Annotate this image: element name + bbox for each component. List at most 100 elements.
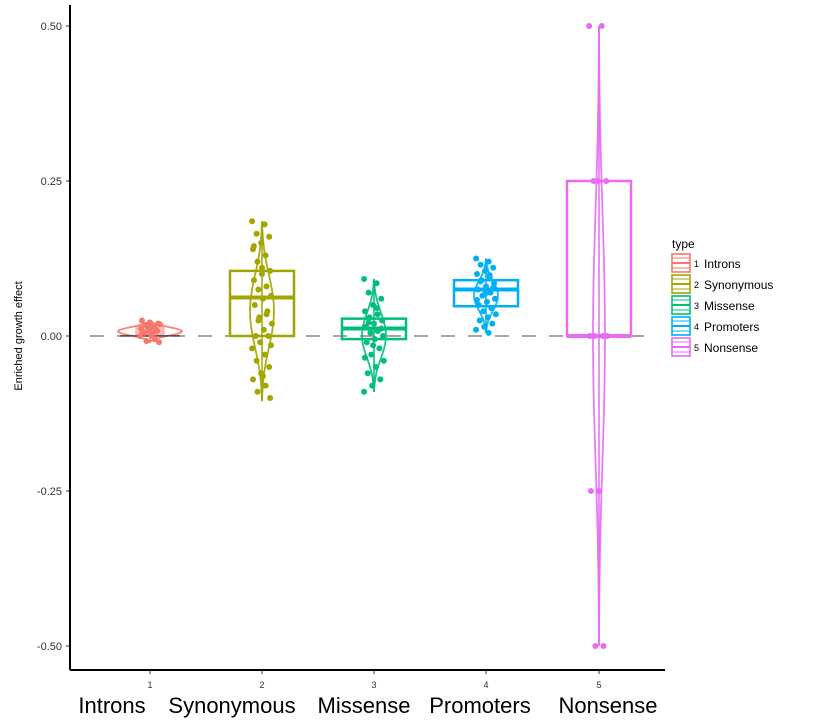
data-point	[371, 336, 378, 343]
data-point	[254, 258, 261, 265]
data-point	[255, 286, 262, 293]
data-point	[482, 290, 489, 297]
data-point	[473, 326, 480, 333]
data-point	[263, 283, 270, 290]
data-point	[263, 311, 270, 318]
data-point	[587, 488, 594, 494]
data-point	[251, 302, 258, 308]
data-point	[250, 243, 257, 250]
data-point	[254, 388, 261, 395]
legend-number: 2	[694, 280, 699, 290]
data-point	[268, 292, 274, 299]
data-point	[604, 333, 611, 339]
series-missense	[340, 275, 408, 395]
data-point	[492, 311, 499, 318]
data-point	[266, 233, 273, 240]
data-point	[485, 258, 492, 265]
data-point	[490, 284, 497, 291]
data-point	[373, 280, 380, 287]
data-point	[473, 255, 480, 262]
data-point	[599, 333, 606, 339]
data-point	[592, 643, 599, 649]
legend-label: Promoters	[704, 320, 759, 334]
legend-label: Introns	[704, 257, 741, 271]
legend-number: 1	[694, 259, 699, 269]
box	[228, 269, 296, 338]
category-label: Synonymous	[168, 693, 295, 718]
data-point	[484, 314, 491, 321]
data-point	[481, 323, 488, 330]
data-point	[485, 329, 492, 336]
data-point	[252, 333, 259, 339]
data-point	[266, 364, 273, 370]
data-point	[253, 357, 260, 364]
data-point	[483, 283, 489, 290]
y-tick-label: -0.25	[37, 486, 62, 498]
data-point	[365, 319, 372, 326]
data-point	[474, 271, 480, 277]
category-label: Missense	[318, 693, 411, 718]
data-point	[380, 333, 386, 339]
data-point	[480, 308, 487, 315]
legend-number: 5	[694, 343, 699, 353]
data-point	[591, 333, 598, 339]
data-point	[379, 317, 386, 324]
data-point	[249, 345, 256, 352]
data-point	[262, 382, 269, 389]
legend-title: type	[672, 237, 695, 251]
data-point	[138, 317, 145, 324]
data-point	[372, 364, 379, 370]
data-point	[258, 240, 265, 246]
axes	[69, 5, 665, 671]
x-tick-label: 2	[259, 680, 264, 690]
series-group	[116, 23, 633, 649]
data-point	[253, 230, 260, 237]
data-point	[259, 264, 265, 271]
data-point	[137, 333, 144, 339]
category-label: Nonsense	[558, 693, 657, 718]
data-point	[362, 354, 368, 361]
x-tick-label: 1	[147, 680, 152, 690]
data-point	[250, 376, 256, 383]
legend-label: Synonymous	[704, 278, 773, 292]
data-point	[255, 317, 262, 324]
data-point	[596, 488, 602, 494]
data-point	[268, 320, 275, 327]
legend: type 1 Introns 2 Synonymous 3 Missense 4 Promot…	[671, 237, 773, 357]
x-tick-label: 3	[371, 680, 376, 690]
data-point	[262, 252, 269, 259]
category-label: Promoters	[429, 693, 530, 718]
data-point	[603, 178, 610, 184]
data-point	[492, 295, 498, 302]
data-point	[267, 395, 274, 401]
data-point	[371, 320, 377, 327]
data-point	[144, 323, 151, 330]
data-point	[373, 305, 380, 312]
data-point	[362, 308, 368, 315]
data-point	[487, 289, 494, 296]
data-point	[257, 339, 264, 346]
legend-label: Missense	[704, 299, 755, 313]
x-tick-label: 5	[596, 680, 601, 690]
y-tick-label: -0.50	[37, 641, 62, 653]
category-label: Introns	[78, 693, 145, 718]
series-promoters	[452, 255, 520, 336]
data-point	[598, 23, 605, 29]
data-point	[267, 267, 274, 274]
data-point	[261, 221, 268, 228]
data-point	[475, 302, 482, 308]
data-point	[489, 320, 496, 327]
data-point	[367, 329, 374, 336]
data-point	[595, 178, 602, 184]
data-point	[482, 267, 489, 274]
data-point	[156, 321, 163, 328]
data-point	[374, 311, 381, 318]
data-point	[365, 289, 372, 296]
legend-number: 3	[694, 301, 699, 311]
data-point	[265, 333, 272, 339]
y-axis-title: Enriched growth effect	[13, 281, 25, 390]
data-point	[363, 339, 370, 346]
data-point	[261, 351, 268, 358]
